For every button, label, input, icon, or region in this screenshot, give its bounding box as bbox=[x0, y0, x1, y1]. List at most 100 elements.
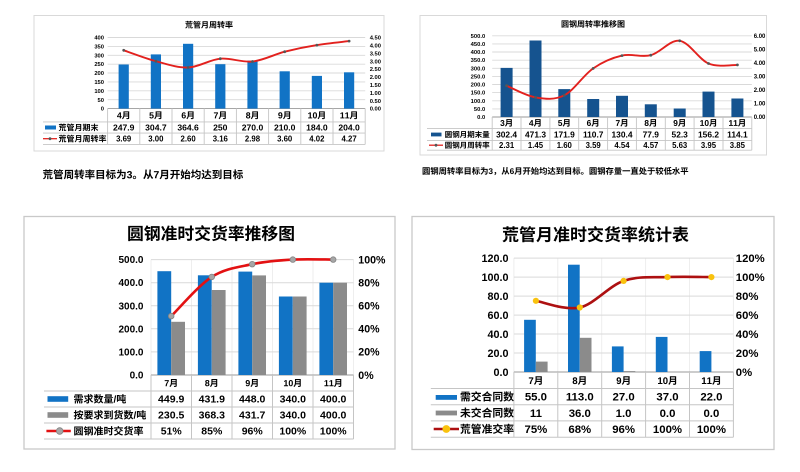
svg-text:3.00: 3.00 bbox=[148, 135, 164, 144]
svg-text:0.0: 0.0 bbox=[130, 371, 144, 382]
svg-text:3.60: 3.60 bbox=[277, 135, 293, 144]
svg-text:300: 300 bbox=[94, 53, 104, 59]
svg-text:364.6: 364.6 bbox=[177, 123, 199, 133]
svg-text:0%: 0% bbox=[736, 367, 752, 379]
svg-text:368.3: 368.3 bbox=[199, 410, 225, 422]
svg-text:60%: 60% bbox=[358, 301, 380, 313]
svg-text:1.50: 1.50 bbox=[370, 83, 381, 89]
svg-text:100.0: 100.0 bbox=[471, 99, 486, 105]
svg-text:171.9: 171.9 bbox=[554, 130, 575, 140]
svg-text:200: 200 bbox=[94, 71, 104, 77]
svg-text:55.0: 55.0 bbox=[525, 392, 547, 404]
svg-text:0.00: 0.00 bbox=[754, 115, 766, 121]
svg-text:1.60: 1.60 bbox=[557, 141, 573, 150]
svg-text:449.9: 449.9 bbox=[158, 394, 184, 406]
svg-text:2.50: 2.50 bbox=[370, 67, 381, 73]
svg-text:77.9: 77.9 bbox=[643, 130, 660, 140]
svg-text:400.0: 400.0 bbox=[471, 50, 486, 56]
svg-text:11: 11 bbox=[530, 408, 543, 420]
svg-text:4.27: 4.27 bbox=[342, 135, 357, 144]
svg-text:340.0: 340.0 bbox=[280, 394, 306, 406]
svg-text:400.0: 400.0 bbox=[320, 394, 346, 406]
svg-text:100: 100 bbox=[94, 89, 104, 95]
svg-text:2.98: 2.98 bbox=[245, 135, 261, 144]
svg-text:37.0: 37.0 bbox=[656, 392, 678, 404]
svg-text:471.3: 471.3 bbox=[525, 130, 546, 140]
svg-text:100%: 100% bbox=[279, 426, 307, 438]
svg-text:68%: 68% bbox=[568, 424, 591, 436]
svg-text:100%: 100% bbox=[653, 424, 682, 436]
svg-text:247.9: 247.9 bbox=[113, 123, 135, 133]
svg-text:200.0: 200.0 bbox=[471, 83, 486, 89]
svg-text:100%: 100% bbox=[320, 426, 348, 438]
svg-text:50.0: 50.0 bbox=[474, 107, 485, 113]
svg-text:204.0: 204.0 bbox=[338, 123, 360, 133]
svg-text:500.0: 500.0 bbox=[471, 34, 486, 40]
svg-text:3.59: 3.59 bbox=[586, 141, 602, 150]
svg-text:2.60: 2.60 bbox=[181, 135, 197, 144]
svg-text:80.0: 80.0 bbox=[487, 291, 508, 303]
svg-text:40%: 40% bbox=[358, 324, 380, 336]
svg-text:40%: 40% bbox=[736, 329, 759, 341]
svg-text:3.95: 3.95 bbox=[701, 141, 717, 150]
svg-text:0: 0 bbox=[101, 107, 104, 113]
svg-text:96%: 96% bbox=[612, 424, 635, 436]
svg-text:22.0: 22.0 bbox=[700, 392, 722, 404]
svg-text:350.0: 350.0 bbox=[471, 58, 486, 64]
svg-text:80%: 80% bbox=[736, 291, 759, 303]
svg-text:4.57: 4.57 bbox=[643, 141, 658, 150]
svg-text:20%: 20% bbox=[358, 347, 380, 359]
svg-text:5.63: 5.63 bbox=[672, 141, 688, 150]
svg-text:5.00: 5.00 bbox=[754, 48, 766, 54]
svg-text:250.0: 250.0 bbox=[471, 75, 486, 81]
svg-text:75%: 75% bbox=[524, 424, 547, 436]
svg-text:300.0: 300.0 bbox=[471, 66, 486, 72]
svg-text:113.0: 113.0 bbox=[566, 392, 594, 404]
svg-text:27.0: 27.0 bbox=[613, 392, 635, 404]
svg-text:6.00: 6.00 bbox=[754, 34, 766, 40]
svg-text:210.0: 210.0 bbox=[274, 123, 296, 133]
svg-text:3.00: 3.00 bbox=[370, 59, 381, 65]
svg-text:100%: 100% bbox=[697, 424, 726, 436]
svg-text:100.0: 100.0 bbox=[481, 272, 508, 284]
svg-text:0.0: 0.0 bbox=[660, 408, 676, 420]
svg-text:0.50: 0.50 bbox=[370, 99, 381, 105]
svg-text:60.0: 60.0 bbox=[487, 310, 508, 322]
svg-text:156.2: 156.2 bbox=[698, 130, 719, 140]
svg-text:350: 350 bbox=[94, 45, 104, 51]
svg-text:200.0: 200.0 bbox=[118, 324, 143, 335]
svg-text:150.0: 150.0 bbox=[471, 91, 486, 97]
svg-text:80%: 80% bbox=[358, 278, 380, 290]
svg-text:0.0: 0.0 bbox=[493, 367, 508, 379]
svg-text:51%: 51% bbox=[161, 426, 183, 438]
svg-text:150: 150 bbox=[94, 80, 104, 86]
svg-text:4.50: 4.50 bbox=[370, 36, 381, 42]
svg-text:250: 250 bbox=[94, 62, 104, 68]
svg-text:400.0: 400.0 bbox=[320, 410, 346, 422]
svg-text:3.69: 3.69 bbox=[116, 135, 132, 144]
svg-text:304.7: 304.7 bbox=[145, 123, 167, 133]
svg-text:4.54: 4.54 bbox=[614, 141, 630, 150]
svg-text:3.50: 3.50 bbox=[370, 51, 381, 57]
svg-text:340.0: 340.0 bbox=[280, 410, 306, 422]
svg-text:4.00: 4.00 bbox=[754, 61, 766, 67]
svg-text:40.0: 40.0 bbox=[487, 329, 508, 341]
svg-text:1.00: 1.00 bbox=[370, 91, 381, 97]
svg-text:0.00: 0.00 bbox=[370, 107, 381, 113]
svg-text:302.4: 302.4 bbox=[496, 130, 517, 140]
svg-text:184.0: 184.0 bbox=[306, 123, 328, 133]
svg-text:100%: 100% bbox=[358, 254, 386, 266]
svg-text:100.0: 100.0 bbox=[118, 348, 143, 359]
svg-text:400.0: 400.0 bbox=[118, 278, 143, 289]
svg-text:100%: 100% bbox=[736, 272, 765, 284]
svg-text:270.0: 270.0 bbox=[242, 123, 264, 133]
svg-text:300.0: 300.0 bbox=[118, 301, 143, 312]
svg-text:1.00: 1.00 bbox=[754, 102, 766, 108]
svg-text:20.0: 20.0 bbox=[487, 348, 508, 360]
svg-text:448.0: 448.0 bbox=[239, 394, 265, 406]
svg-text:120.0: 120.0 bbox=[481, 253, 508, 265]
svg-text:0%: 0% bbox=[358, 370, 374, 382]
svg-text:1.45: 1.45 bbox=[528, 141, 544, 150]
svg-text:450.0: 450.0 bbox=[471, 42, 486, 48]
svg-text:96%: 96% bbox=[242, 426, 264, 438]
